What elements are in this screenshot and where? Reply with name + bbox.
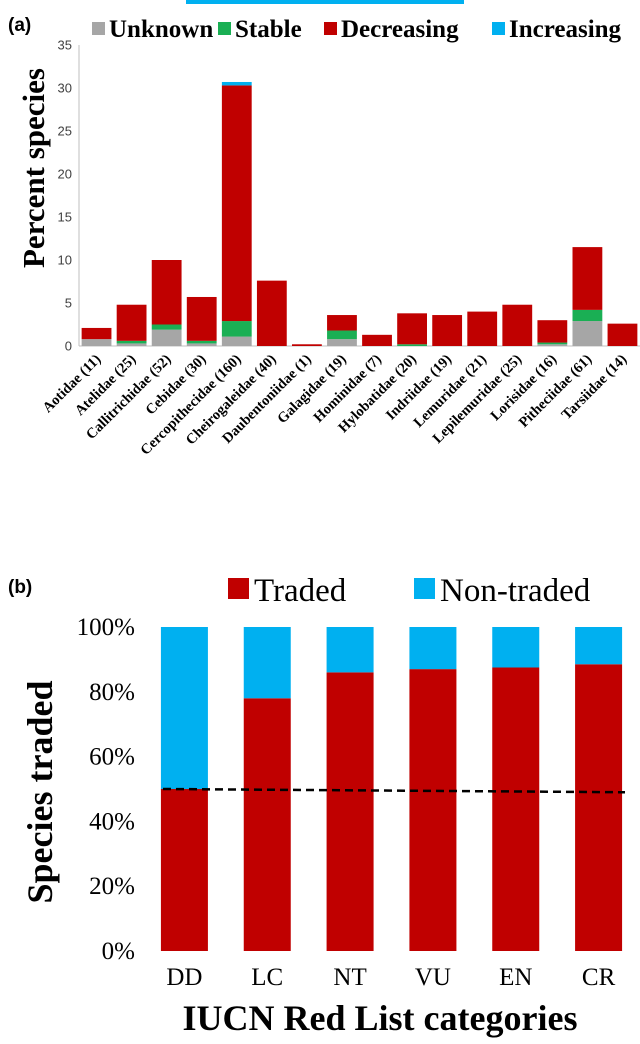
legend-swatch-unknown [92,22,105,35]
panel-a-label: (a) [8,15,31,36]
bar-increasing-cercopithecidae [221,81,252,86]
bar-decreasing-lorisidae [537,320,568,343]
bar-stable-cebidae [186,340,217,344]
panel-a-y-ticks: 0 5 10 15 20 25 30 35 [58,38,72,354]
bar-traded-cr [575,664,623,951]
bar-decreasing-lemuridae [467,311,498,346]
bar-decreasing-hylobatidae [397,313,427,345]
panel-b-y-axis-label: Species traded [20,681,60,904]
bar-stable-galagidae [327,330,357,340]
panel-b-category-labels: DD LC NT VU EN CR [166,964,615,991]
bar-decreasing-callitrichidae [151,260,182,325]
bar-stable-callitrichidae [151,324,182,330]
bar-unknown-cebidae [186,343,217,346]
bar-unknown-pitheciidae [572,321,603,346]
bar-traded-dd [160,789,208,951]
bar-stable-pitheciidae [572,309,603,322]
bar-decreasing-aotidae [81,327,112,340]
y-tick-label: 20 [58,167,72,182]
bar-non-traded-nt [326,627,374,673]
bar-unknown-galagidae [327,339,357,346]
legend-swatch-traded [228,578,249,599]
y-tick-label: 0 [65,339,72,354]
bar-unknown-atelidae [116,343,147,346]
category-label-vu: VU [415,964,451,991]
panel-b-bars [160,627,623,951]
bar-non-traded-lc [243,627,291,699]
bar-stable-hylobatidae [397,344,427,346]
panel-b: (b) Traded Non-traded Species traded 0% 20… [8,573,626,1038]
bar-decreasing-hominidae [362,334,392,346]
legend-swatch-stable [218,22,231,35]
category-label-cr: CR [582,964,616,991]
panel-a-bars [81,81,638,346]
bar-decreasing-cebidae [186,296,217,341]
y-tick-label: 40% [89,808,135,835]
bar-decreasing-daubentoniidae [292,344,322,346]
bar-traded-lc [243,698,291,951]
bar-decreasing-atelidae [116,304,147,341]
y-tick-label: 25 [58,124,72,139]
bar-unknown-aotidae [81,339,112,346]
bar-decreasing-galagidae [327,315,357,331]
bar-traded-nt [326,672,374,951]
bar-non-traded-cr [575,627,623,665]
legend-label-unknown: Unknown [109,16,213,43]
bar-stable-atelidae [116,340,147,344]
panel-b-x-axis-label: IUCN Red List categories [183,998,578,1038]
bar-stable-lorisidae [537,342,568,345]
y-tick-label: 5 [65,296,72,311]
legend-label-increasing: Increasing [509,16,622,43]
y-tick-label: 30 [58,81,72,96]
category-label-lc: LC [251,964,283,991]
bar-non-traded-en [492,627,540,668]
y-tick-label: 20% [89,873,135,900]
bar-unknown-callitrichidae [151,329,182,346]
category-label-dd: DD [166,964,202,991]
legend-label-non-traded: Non-traded [440,573,591,609]
panel-b-dashed-reference-line [162,787,626,794]
y-tick-label: 10 [58,253,72,268]
top-cropped-strip [186,0,464,4]
bar-decreasing-lepilemuridae [502,304,533,346]
panel-a: (a) Unknown Stable Decreasing Increasing Pe… [8,15,640,459]
bar-stable-cercopithecidae [221,321,252,337]
bar-decreasing-tarsiidae [607,323,638,346]
panel-a-legend: Unknown Stable Decreasing Increasing [92,16,622,43]
bar-decreasing-pitheciidae [572,247,603,310]
y-tick-label: 35 [58,38,72,53]
panel-b-label: (b) [8,577,32,598]
legend-swatch-increasing [492,22,505,35]
panel-b-legend: Traded Non-traded [228,573,591,609]
y-tick-label: 0% [102,938,135,965]
panel-a-y-axis-label: Percent species [16,68,51,268]
bar-traded-vu [409,669,457,951]
category-label-en: EN [499,964,532,991]
bar-non-traded-vu [409,627,457,670]
panel-a-category-labels: Aotidae (11)Atelidae (25)Callitrichidae … [40,351,631,458]
legend-label-decreasing: Decreasing [341,16,459,43]
bar-decreasing-cheirogaleidae [256,280,287,346]
bar-traded-en [492,667,540,951]
bar-unknown-cercopithecidae [221,336,252,346]
y-tick-label: 60% [89,744,135,771]
bar-non-traded-dd [160,627,208,789]
legend-label-traded: Traded [254,573,347,609]
bar-decreasing-cercopithecidae [221,85,252,322]
bar-decreasing-indriidae [432,315,463,346]
legend-label-stable: Stable [235,16,302,43]
panel-b-y-ticks: 0% 20% 40% 60% 80% 100% [77,614,135,965]
y-tick-label: 80% [89,679,135,706]
legend-swatch-decreasing [324,22,337,35]
y-tick-label: 15 [58,210,72,225]
category-label-nt: NT [333,964,366,991]
legend-swatch-non-traded [414,578,435,599]
y-tick-label: 100% [77,614,135,641]
bar-unknown-lorisidae [537,344,568,346]
